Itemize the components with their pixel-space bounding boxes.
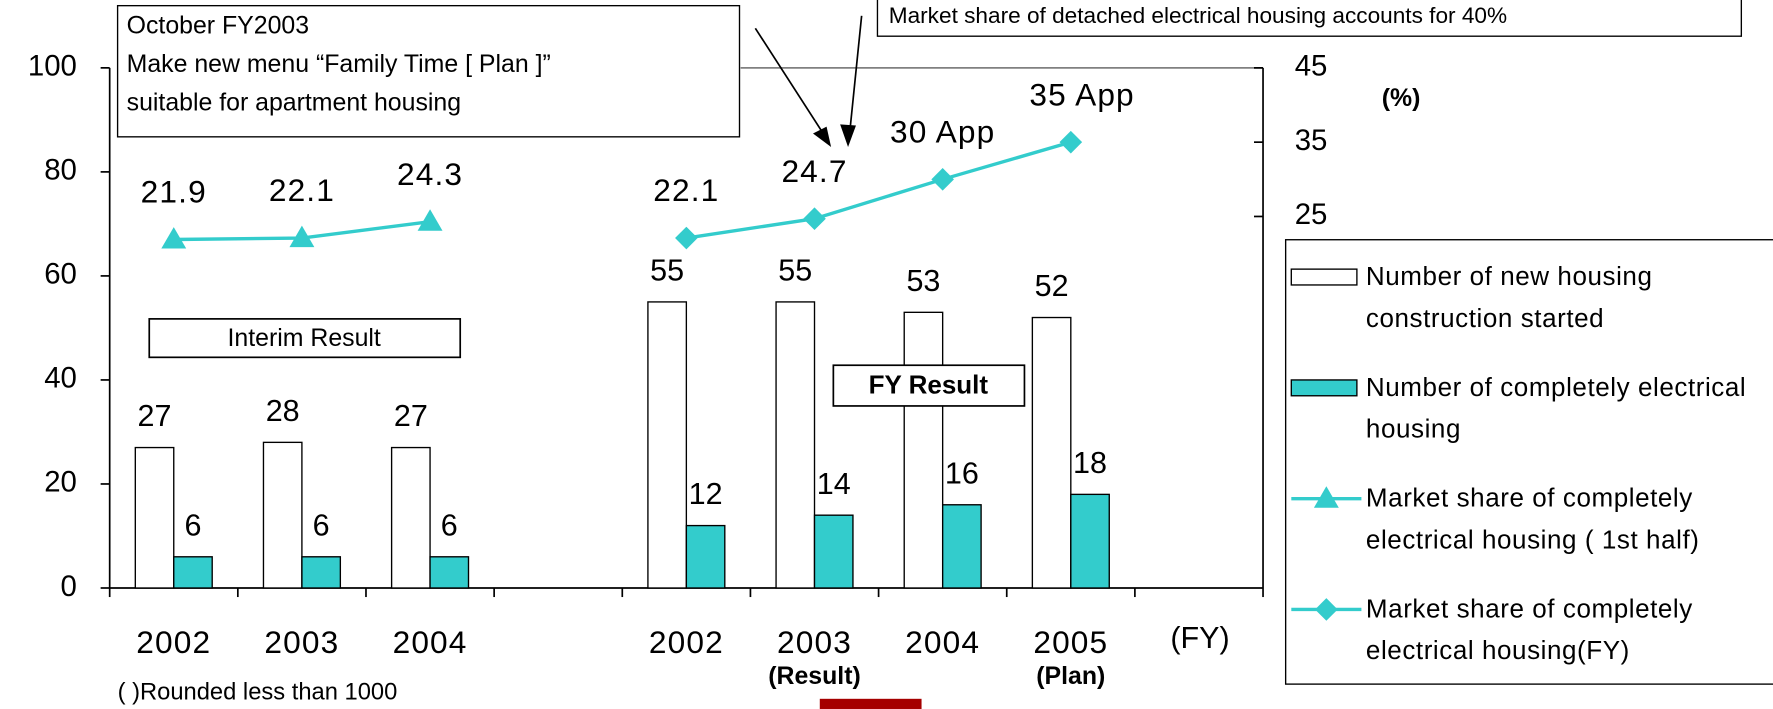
line-value-label: 35 App <box>1029 76 1134 112</box>
label-text: Interim Result <box>227 324 380 352</box>
line-value-label: 24.7 <box>781 153 847 189</box>
legend-item: Number of completely electrical housing <box>1365 372 1747 444</box>
annotation-box <box>876 0 1743 37</box>
line-value-label: 22.1 <box>269 172 335 208</box>
x-sublabel: (Plan) <box>1036 662 1105 690</box>
x-unit: (FY) <box>1170 621 1229 655</box>
arrow-head <box>840 124 856 148</box>
bar <box>390 446 431 589</box>
x-tick-label: 2005 <box>1033 624 1108 660</box>
bar <box>1070 493 1110 589</box>
bar-value-label: 14 <box>817 467 851 501</box>
bar <box>941 504 982 589</box>
annotation-text: Market share of detached electrical hous… <box>889 3 1507 28</box>
arrow-line <box>754 27 824 134</box>
x-sublabel: (Result) <box>768 662 861 690</box>
legend-label: Market share of completely electrical ho… <box>1365 593 1693 665</box>
y2-tick-label: 45 <box>1295 50 1328 83</box>
y-tick-label: 80 <box>44 154 77 187</box>
label-text: FY Result <box>869 370 989 400</box>
bar <box>173 556 213 589</box>
line-marker <box>1059 130 1083 154</box>
line-marker <box>161 227 187 249</box>
legend-swatch <box>1290 268 1358 286</box>
legend-label: Number of new housing construction start… <box>1365 261 1653 333</box>
bar <box>262 441 303 589</box>
x-tick-label: 2004 <box>905 624 980 660</box>
bar <box>1031 316 1072 589</box>
legend-label: Market share of completely electrical ho… <box>1365 482 1700 555</box>
y2-tick-label: 25 <box>1295 198 1328 231</box>
bar-value-label: 53 <box>906 264 940 298</box>
arrow-head <box>813 126 832 148</box>
legend-item: Number of new housing construction start… <box>1365 261 1653 333</box>
legend-marker <box>1313 486 1339 508</box>
line-value-label: 24.3 <box>397 156 463 192</box>
annotation-text: October FY2003 <box>127 12 309 40</box>
bar-value-label: 6 <box>184 508 201 542</box>
bar-value-label: 55 <box>650 254 684 288</box>
bar-value-label: 16 <box>945 456 979 490</box>
bar-value-label: 27 <box>394 399 428 433</box>
x-tick-label: 2003 <box>264 624 339 660</box>
arrow-line <box>849 15 863 127</box>
x-tick-label: 2004 <box>393 624 468 660</box>
bar <box>775 301 816 589</box>
annotation-text: Make new menu “Family Time [ Plan ]” <box>127 50 551 78</box>
x-tick-label: 2003 <box>777 624 852 660</box>
line-marker <box>931 168 954 191</box>
annotation-text: suitable for apartment housing <box>127 89 461 117</box>
bar-value-label: 28 <box>266 394 300 428</box>
legend-item: Market share of completely electrical ho… <box>1365 482 1700 555</box>
label-box <box>832 364 1026 407</box>
line-value-label: 21.9 <box>141 174 207 210</box>
line-value-label: 22.1 <box>653 172 719 208</box>
y-tick-label: 60 <box>44 258 77 291</box>
line-marker <box>417 209 443 231</box>
legend-box <box>1284 239 1773 685</box>
bar-value-label: 27 <box>138 399 172 433</box>
x-tick-label: 2002 <box>136 624 211 660</box>
bar <box>301 556 342 589</box>
bar <box>813 514 854 589</box>
y-tick-label: 20 <box>44 466 77 499</box>
decor-bar <box>819 698 922 709</box>
note: ( )Rounded less than 1000 <box>118 679 398 705</box>
y-tick-label: 40 <box>44 362 77 395</box>
y-tick-label: 100 <box>28 50 77 83</box>
bar-value-label: 18 <box>1073 446 1107 480</box>
legend-swatch <box>1290 379 1358 397</box>
bar-value-label: 6 <box>313 508 330 542</box>
bar-value-label: 52 <box>1035 269 1069 303</box>
legend-label: Number of completely electrical housing <box>1365 372 1747 444</box>
line <box>686 140 1072 240</box>
y2-unit: (%) <box>1382 84 1421 112</box>
line-marker <box>289 225 315 248</box>
label-box <box>148 318 462 359</box>
x-tick-label: 2002 <box>649 624 724 660</box>
bar <box>903 311 944 589</box>
y2-tick-label: 35 <box>1295 124 1328 157</box>
y-tick-label: 0 <box>61 570 77 603</box>
legend-item: Market share of completely electrical ho… <box>1365 593 1693 665</box>
bar-value-label: 6 <box>441 508 458 542</box>
bar <box>134 446 175 589</box>
line-marker <box>675 226 698 250</box>
bar <box>685 524 726 589</box>
annotation-box <box>116 4 741 138</box>
bar-value-label: 12 <box>689 477 723 511</box>
bar <box>647 301 688 589</box>
line-value-label: 30 App <box>890 113 995 149</box>
bar <box>429 556 470 589</box>
line-marker <box>803 207 826 231</box>
bar-value-label: 55 <box>778 254 812 288</box>
